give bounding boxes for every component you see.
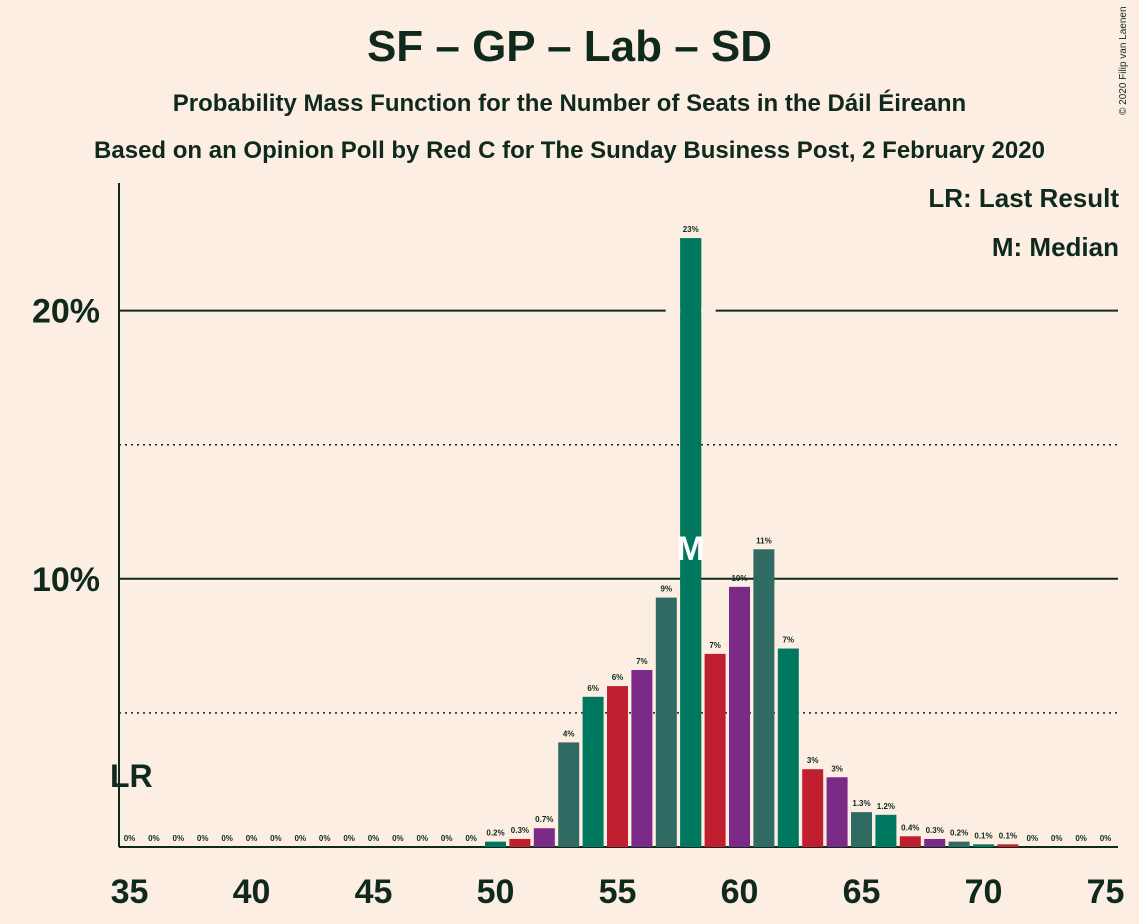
bar (802, 769, 824, 847)
bar-data-label: 0% (246, 834, 258, 843)
bar (582, 696, 604, 847)
bar-data-label: 0% (392, 834, 404, 843)
bar-data-label: 6% (612, 673, 624, 682)
bar-data-label: 0% (417, 834, 429, 843)
bar (899, 836, 921, 847)
x-tick-label: 55 (599, 873, 637, 911)
x-tick-label: 35 (111, 873, 149, 911)
bar-data-label: 10% (731, 574, 747, 583)
bar-data-label: 0% (343, 834, 355, 843)
bar-data-label: 0% (1075, 834, 1087, 843)
bar-data-label: 7% (783, 636, 795, 645)
bar-data-label: 0% (124, 834, 136, 843)
bar (826, 777, 848, 847)
bar (631, 669, 653, 847)
bar (997, 844, 1019, 847)
bar-data-label: 0% (465, 834, 477, 843)
bar-data-label: 0% (270, 834, 282, 843)
bar-data-label: 0% (1027, 834, 1039, 843)
bar-data-label: 0% (441, 834, 453, 843)
bar (973, 844, 994, 847)
bar-data-label: 0% (221, 834, 233, 843)
x-tick-label: 50 (477, 873, 515, 911)
bar-data-label: 0% (295, 834, 307, 843)
bar (607, 686, 628, 847)
bar (753, 549, 775, 847)
bar (655, 597, 677, 847)
bar (924, 838, 946, 847)
bar-data-label: 0% (173, 834, 185, 843)
bar-data-label: 11% (756, 536, 772, 545)
bar-data-label: 0.3% (926, 826, 944, 835)
bar-data-label: 0.1% (999, 831, 1017, 840)
bar (558, 742, 580, 847)
bar-data-label: 0% (197, 834, 209, 843)
bar-data-label: 0.7% (535, 815, 553, 824)
bar-data-label: 0.1% (974, 831, 992, 840)
x-tick-label: 40 (233, 873, 271, 911)
x-tick-label: 45 (355, 873, 393, 911)
legend-last-result: LR: Last Result (928, 183, 1119, 213)
bar (777, 648, 799, 847)
x-tick-label: 75 (1087, 873, 1125, 911)
bar (729, 586, 750, 847)
legend-median: M: Median (991, 232, 1119, 262)
bar-data-label: 6% (587, 684, 599, 693)
bar (875, 814, 897, 847)
bar-median (680, 238, 702, 847)
chart-title: SF – GP – Lab – SD (366, 22, 773, 71)
bar (948, 841, 970, 847)
bar-data-label: 0.2% (950, 829, 968, 838)
bar-data-label: 3% (807, 756, 819, 765)
bar (509, 838, 531, 847)
y-tick-label: 20% (32, 293, 100, 331)
bar-data-label: 0% (1100, 834, 1112, 843)
chart-subtitle: Probability Mass Function for the Number… (172, 90, 967, 117)
bar-data-label: 0% (319, 834, 331, 843)
x-tick-label: 60 (721, 873, 759, 911)
bar-data-label: 3% (831, 764, 843, 773)
bar (533, 828, 555, 847)
bar-data-label: 1.2% (877, 802, 895, 811)
x-tick-label: 65 (843, 873, 881, 911)
bar-data-label: 9% (661, 585, 673, 594)
bar-data-label: 0% (368, 834, 380, 843)
bar-data-label: 0% (148, 834, 160, 843)
y-tick-label: 10% (32, 561, 100, 599)
bar-data-label: 0.4% (901, 823, 919, 832)
x-tick-label: 70 (965, 873, 1003, 911)
bar-data-label: 0.2% (486, 829, 504, 838)
bar-data-label: 23% (683, 225, 699, 234)
bar (485, 841, 506, 847)
last-result-marker: LR (110, 758, 153, 794)
bar-data-label: 1.3% (852, 799, 870, 808)
bar-data-label: 7% (636, 657, 648, 666)
bar (704, 653, 726, 847)
chart-source: Based on an Opinion Poll by Red C for Th… (94, 137, 1045, 164)
bar-data-label: 0% (1051, 834, 1063, 843)
bar-data-label: 0.3% (511, 826, 529, 835)
bar (851, 812, 872, 847)
bar-data-label: 7% (709, 641, 721, 650)
median-marker: M (677, 530, 705, 568)
bar-data-label: 4% (563, 729, 575, 738)
